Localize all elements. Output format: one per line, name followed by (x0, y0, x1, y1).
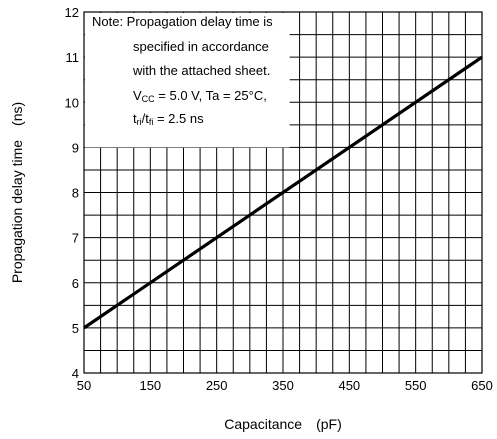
note-box: Note: Propagation delay time is specifie… (85, 13, 290, 148)
y-tick-label: 9 (72, 140, 79, 155)
note-vcc-v: V (133, 88, 142, 103)
y-tick-label: 4 (72, 366, 79, 381)
y-tick-label: 8 (72, 186, 79, 201)
x-tick-label: 450 (338, 378, 360, 393)
delay-line (83, 55, 483, 330)
note-background (85, 13, 290, 148)
note-t1: t (133, 111, 137, 126)
note-tfi-sub: fi (149, 117, 154, 127)
x-axis-title-unit: (pF) (316, 416, 342, 432)
y-axis-title: Propagation delay time (ns) (9, 102, 25, 283)
y-tick-label: 11 (66, 50, 80, 65)
y-tick-label: 10 (65, 95, 79, 110)
note-line-4: VCC = 5.0 V, Ta = 25°C, (133, 88, 267, 104)
y-tick-labels: 4 5 6 7 8 9 10 11 12 (65, 5, 79, 381)
y-tick-label: 6 (72, 276, 79, 291)
note-line-1: Note: Propagation delay time is (92, 14, 273, 29)
series-layer (83, 55, 483, 330)
note-vcc-sub: CC (142, 94, 155, 104)
y-tick-label: 12 (65, 5, 79, 20)
note-tri-sub: ri (137, 117, 142, 127)
y-tick-label: 5 (72, 321, 79, 336)
note-line-3: with the attached sheet. (132, 63, 270, 78)
note-slash-t: /t (142, 111, 150, 126)
y-tick-label: 7 (72, 231, 79, 246)
x-tick-label: 50 (77, 378, 91, 393)
x-axis-title-main: Capacitance (224, 416, 302, 432)
x-tick-labels: 50 150 250 350 450 550 650 (77, 378, 493, 393)
note-line-2: specified in accordance (133, 39, 269, 54)
x-tick-label: 150 (139, 378, 161, 393)
x-axis-title: Capacitance (pF) (224, 416, 342, 432)
y-axis-title-unit: (ns) (9, 102, 25, 126)
note-line-5: tri/tfi = 2.5 ns (133, 111, 204, 127)
y-axis-title-main: Propagation delay time (9, 140, 25, 283)
x-tick-label: 250 (206, 378, 228, 393)
x-tick-label: 650 (471, 378, 493, 393)
note-rest: = 2.5 ns (153, 111, 204, 126)
x-tick-label: 550 (405, 378, 427, 393)
note-vcc-rest: = 5.0 V, Ta = 25°C, (155, 88, 267, 103)
x-tick-label: 350 (272, 378, 294, 393)
plot-frame (83, 11, 483, 374)
